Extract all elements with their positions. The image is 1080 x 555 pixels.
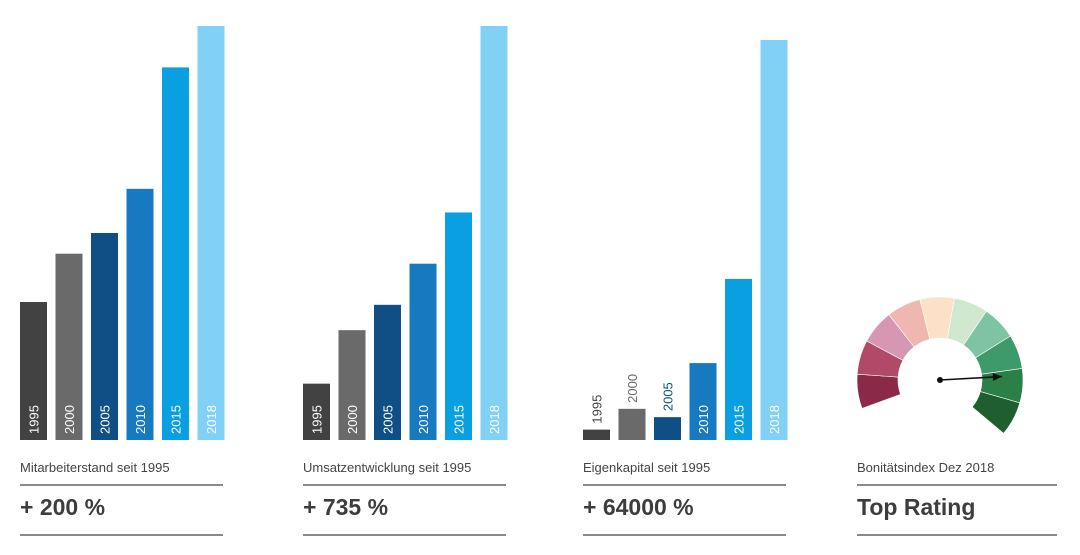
- gauge-segment-1: [856, 373, 901, 409]
- bar-2018: [197, 26, 225, 440]
- bar-label-2010: 2010: [696, 405, 711, 434]
- growth-value-eigenkapital: + 64000 %: [583, 494, 694, 520]
- bar-chart-eigenkapital: 1995 2000 2005 2010 2015 2018: [583, 40, 788, 440]
- bar-label-2018: 2018: [487, 405, 502, 434]
- bar-label-1995: 1995: [27, 405, 42, 434]
- bar-label-1995: 1995: [310, 405, 325, 434]
- bar-2010: [409, 263, 437, 440]
- bar-label-2010: 2010: [133, 405, 148, 434]
- bar-2015: [445, 212, 472, 440]
- bar-2018: [760, 40, 788, 440]
- bar-2000: [618, 408, 646, 440]
- chart-caption-mitarbeiter: Mitarbeiterstand seit 1995: [20, 460, 170, 475]
- chart-caption-eigenkapital: Eigenkapital seit 1995: [583, 460, 711, 475]
- gauge-needle-pivot: [937, 377, 943, 383]
- bar-label-2005: 2005: [98, 405, 113, 434]
- bar-2005: [654, 417, 681, 440]
- bar-1995: [583, 429, 610, 440]
- bar-label-2018: 2018: [204, 405, 219, 434]
- bar-2000: [338, 330, 366, 440]
- bar-label-2015: 2015: [732, 405, 747, 434]
- divider-top: [20, 484, 223, 486]
- chart-panel-eigenkapital: 1995 2000 2005 2010 2015 2018 Eigenkapital se…: [583, 0, 788, 555]
- bar-2015: [725, 278, 752, 440]
- bar-label-1995: 1995: [590, 395, 605, 424]
- divider-top: [303, 484, 506, 486]
- bar-label-2015: 2015: [452, 405, 467, 434]
- bar-2005: [374, 304, 401, 440]
- gauge-needle-arrowhead: [992, 373, 1002, 382]
- gauge-rating-value: Top Rating: [857, 494, 976, 520]
- divider-bottom: [20, 534, 223, 536]
- rating-gauge: [856, 296, 1024, 434]
- bar-label-2018: 2018: [767, 405, 782, 434]
- bar-chart-umsatz: 1995 2000 2005 2010 2015 2018: [303, 26, 508, 440]
- bar-2010: [126, 188, 154, 440]
- bar-2015: [162, 67, 189, 441]
- bar-2005: [91, 233, 118, 440]
- divider-top: [583, 484, 786, 486]
- bar-1995: [303, 383, 330, 440]
- growth-value-umsatz: + 735 %: [303, 494, 389, 520]
- gauge-segment-10: [971, 391, 1021, 434]
- divider-bottom: [583, 534, 786, 536]
- bar-chart-mitarbeiter: 1995 2000 2005 2010 2015 2018: [20, 26, 225, 441]
- divider-bottom: [857, 534, 1057, 536]
- chart-caption-umsatz: Umsatzentwicklung seit 1995: [303, 460, 472, 475]
- bar-label-2000: 2000: [625, 374, 640, 403]
- bar-label-2015: 2015: [169, 405, 184, 434]
- gauge-panel-bonitaet: Bonitätsindex Dez 2018 Top Rating: [856, 0, 1062, 555]
- gauge-caption: Bonitätsindex Dez 2018: [857, 460, 995, 475]
- chart-panel-mitarbeiter: 1995 2000 2005 2010 2015 2018 Mitarbeiterstan…: [20, 0, 225, 555]
- bar-2010: [689, 363, 717, 440]
- bar-label-2005: 2005: [661, 382, 676, 411]
- bar-label-2010: 2010: [416, 405, 431, 434]
- bar-2000: [55, 253, 83, 440]
- bar-label-2005: 2005: [381, 405, 396, 434]
- growth-value-mitarbeiter: + 200 %: [20, 494, 106, 520]
- chart-panel-umsatz: 1995 2000 2005 2010 2015 2018 Umsatzentwicklu…: [303, 0, 508, 555]
- bar-2018: [480, 26, 508, 440]
- bar-label-2000: 2000: [345, 405, 360, 434]
- bar-1995: [20, 302, 47, 440]
- divider-top: [857, 484, 1057, 486]
- bar-label-2000: 2000: [62, 405, 77, 434]
- gauge-needle: [939, 375, 1002, 381]
- divider-bottom: [303, 534, 506, 536]
